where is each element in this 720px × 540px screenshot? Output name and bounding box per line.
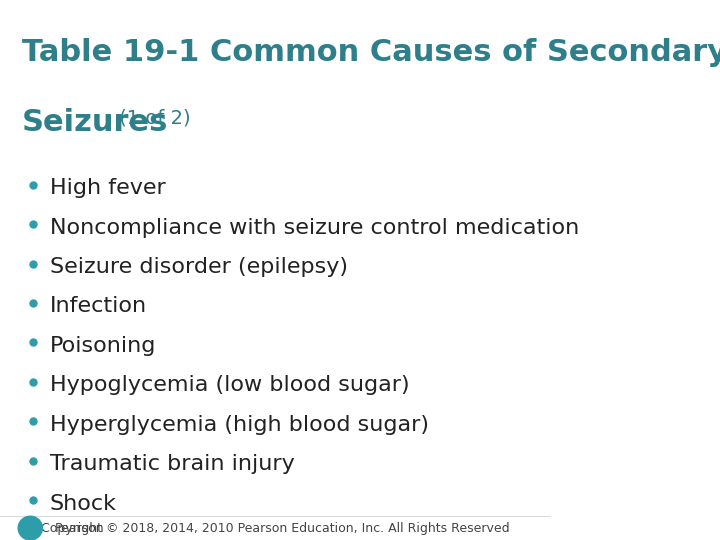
Text: Table 19-1 Common Causes of Secondary: Table 19-1 Common Causes of Secondary bbox=[22, 38, 720, 67]
Circle shape bbox=[18, 516, 42, 540]
Text: Noncompliance with seizure control medication: Noncompliance with seizure control medic… bbox=[50, 218, 579, 238]
Text: Poisoning: Poisoning bbox=[50, 336, 156, 356]
Text: Shock: Shock bbox=[50, 494, 117, 514]
Text: High fever: High fever bbox=[50, 178, 166, 198]
Text: Seizures: Seizures bbox=[22, 108, 168, 137]
Text: Seizure disorder (epilepsy): Seizure disorder (epilepsy) bbox=[50, 257, 348, 277]
Text: Copyright © 2018, 2014, 2010 Pearson Education, Inc. All Rights Reserved: Copyright © 2018, 2014, 2010 Pearson Edu… bbox=[41, 522, 510, 535]
Text: Hypoglycemia (low blood sugar): Hypoglycemia (low blood sugar) bbox=[50, 375, 409, 395]
Text: Hyperglycemia (high blood sugar): Hyperglycemia (high blood sugar) bbox=[50, 415, 428, 435]
Text: Pearson: Pearson bbox=[55, 522, 104, 535]
Text: (1 of 2): (1 of 2) bbox=[113, 108, 191, 127]
Text: P: P bbox=[26, 523, 35, 533]
Text: Infection: Infection bbox=[50, 296, 147, 316]
Text: Traumatic brain injury: Traumatic brain injury bbox=[50, 454, 294, 474]
